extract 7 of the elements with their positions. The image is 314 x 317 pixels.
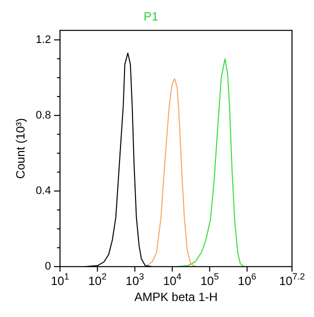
- y-tick-label: 0.4: [36, 185, 51, 198]
- y-tick-label: 0.8: [36, 109, 51, 122]
- y-tick-label: 1.2: [36, 34, 51, 46]
- chart-title: P1: [144, 10, 159, 24]
- y-axis-title: Count (10³): [14, 118, 28, 179]
- x-axis-title: AMPK beta 1-H: [134, 290, 218, 304]
- y-tick-label: 0: [44, 260, 51, 273]
